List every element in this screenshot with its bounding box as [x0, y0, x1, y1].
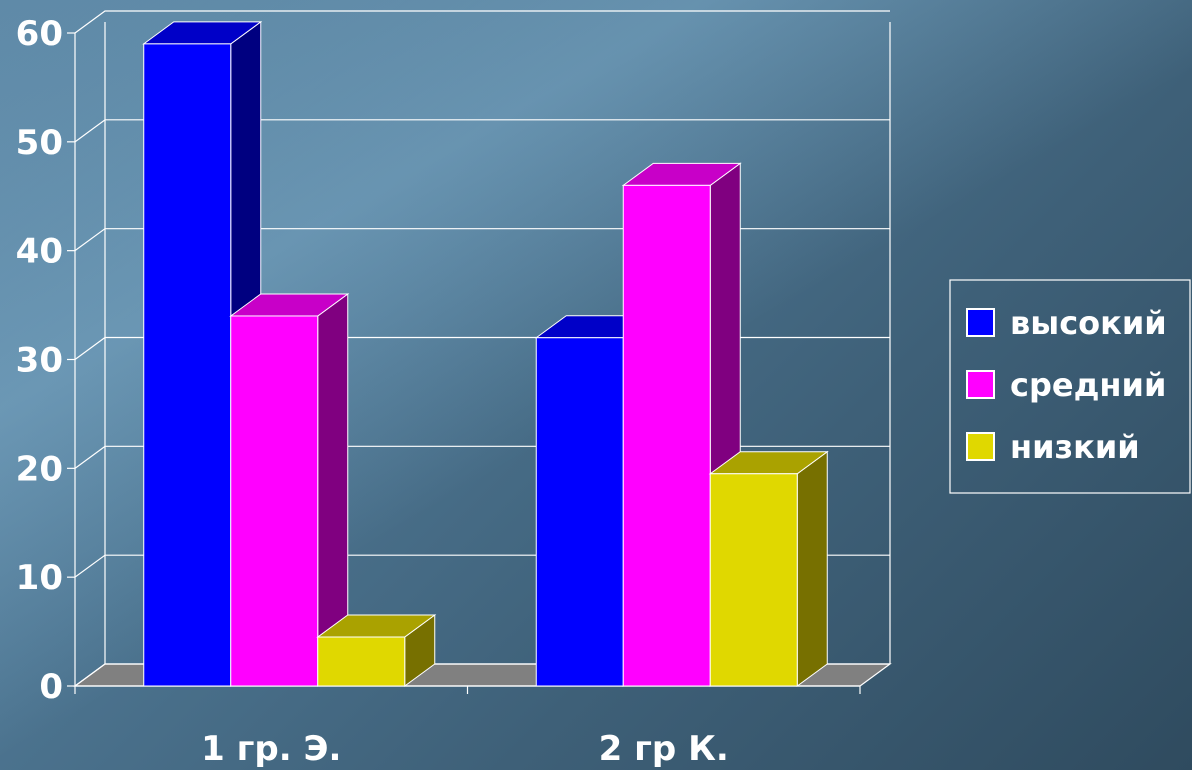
bar-front [709, 473, 798, 687]
legend-label: низкий [1010, 428, 1140, 466]
y-tick-label: 40 [16, 232, 63, 272]
gridline [74, 10, 890, 34]
x-axis-category-labels: 1 гр. Э. 2 гр К. [201, 729, 729, 769]
y-tick-label: 50 [16, 123, 63, 163]
bar-front [230, 315, 319, 687]
y-tick-label: 0 [39, 667, 63, 707]
y-tick-label: 30 [16, 341, 63, 381]
bar-3-1 [316, 614, 437, 687]
bar-2-2 [621, 162, 742, 687]
legend-swatch [966, 370, 995, 399]
x-category-label: 2 гр К. [599, 729, 729, 769]
bar-3-2 [708, 450, 829, 687]
bar-2-1 [229, 292, 350, 687]
legend: высокий средний низкий [949, 279, 1191, 494]
legend-swatch [966, 308, 995, 337]
legend-label: высокий [1010, 304, 1167, 342]
gridline [74, 119, 890, 143]
y-tick-label: 60 [16, 14, 63, 54]
bar-side [796, 450, 828, 687]
bar-front [143, 43, 232, 687]
bar-front [317, 636, 406, 687]
bars [142, 20, 829, 687]
y-tick-label: 20 [16, 449, 63, 489]
legend-box [949, 279, 1191, 494]
bar-front [535, 337, 624, 687]
legend-swatch [966, 432, 995, 461]
legend-label: средний [1010, 366, 1166, 404]
bar-front [622, 184, 711, 687]
chart-walls [104, 22, 891, 664]
y-tick-label: 10 [16, 558, 63, 598]
y-axis-tick-labels: 0 10 20 30 40 50 60 [16, 14, 63, 707]
x-category-label: 1 гр. Э. [201, 729, 341, 769]
